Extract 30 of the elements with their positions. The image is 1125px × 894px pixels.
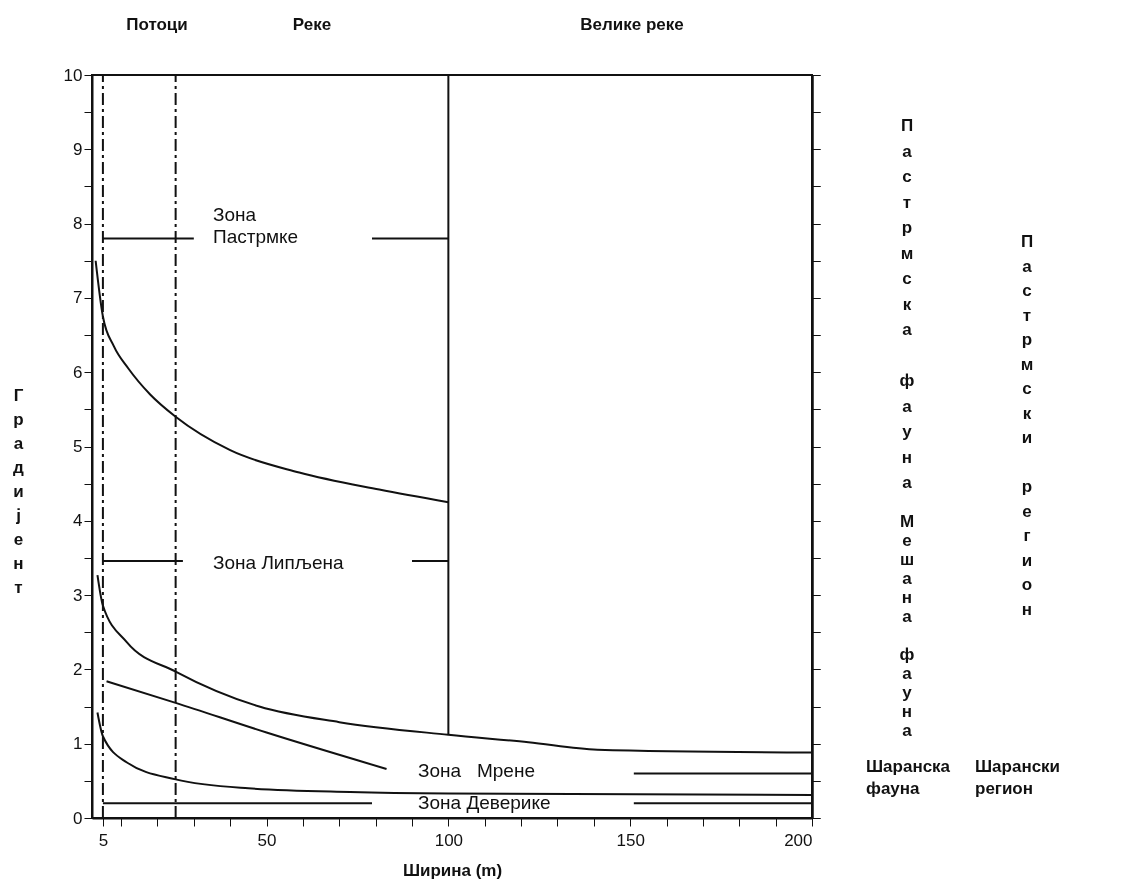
text: Потоци	[125, 14, 189, 36]
text: Градијент	[13, 385, 24, 597]
y-tick-label: 7	[73, 288, 83, 308]
x-tick-label: 150	[616, 830, 645, 850]
y-tick-label: 4	[73, 511, 83, 531]
text: Шарански регион	[975, 756, 1062, 800]
y-tick-label: 1	[73, 734, 83, 754]
y-tick-label: 5	[73, 437, 83, 456]
annotation: Зона Пастрмке	[213, 204, 300, 248]
x-tick-label: 5	[98, 830, 109, 850]
annotation: Зона Липљена	[213, 552, 345, 574]
text: Мешана фауна	[899, 512, 915, 740]
annotation: Зона Деверике	[418, 792, 552, 814]
x-tick-label: 200	[784, 830, 813, 850]
y-tick-label: 9	[73, 139, 83, 159]
text: Велике реке	[579, 14, 685, 36]
x-axis-title: Ширина (m)	[402, 860, 503, 880]
y-tick-label: 0	[73, 808, 83, 828]
x-tick-label: 50	[257, 830, 277, 850]
y-tick-label: 8	[73, 214, 83, 234]
text: Пастрмска фауна	[899, 116, 915, 492]
y-tick-label: 2	[73, 659, 83, 679]
y-tick-label: 6	[73, 362, 83, 382]
y-tick-label: 3	[73, 585, 83, 605]
y-tick-label: 10	[63, 65, 83, 85]
annotation: Зона Мрене	[418, 760, 536, 782]
text: Шаранска фауна	[866, 756, 952, 800]
text: Пастрмски регион	[1020, 232, 1034, 619]
text: Реке	[291, 14, 333, 36]
x-tick-label: 100	[434, 830, 464, 850]
